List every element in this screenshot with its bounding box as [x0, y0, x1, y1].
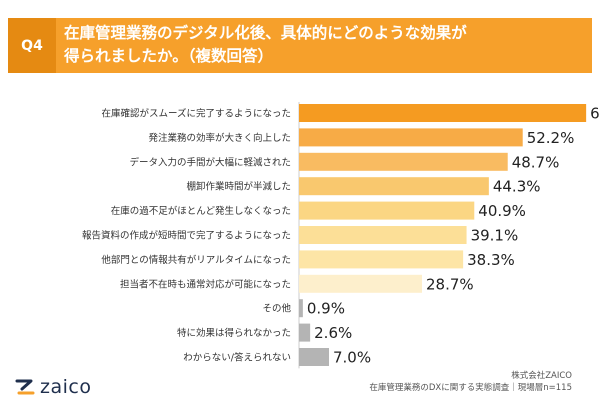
bar-2	[299, 152, 508, 171]
category-label-9: 特に効果は得られなかった	[177, 327, 291, 339]
source-company: 株式会社ZAICO	[511, 371, 572, 381]
logo-text: zaico	[40, 376, 92, 398]
bar-4	[299, 201, 475, 220]
value-label-6: 38.3%	[467, 251, 515, 269]
bar-7	[299, 274, 422, 293]
bar-3	[299, 177, 489, 196]
category-label-10: わからない/答えられない	[183, 352, 291, 364]
bar-1	[299, 128, 523, 147]
header-bar	[8, 18, 592, 73]
title-line-2: 得られましたか。（複数回答）	[64, 47, 273, 65]
category-label-6: 他部門との情報共有がリアルタイムになった	[101, 254, 291, 266]
category-label-1: 発注業務の効率が大きく向上した	[148, 132, 291, 144]
bar-10	[299, 348, 329, 366]
category-label-2: データ入力の手間が大幅に軽減された	[129, 156, 291, 168]
page-title: 在庫管理業務のデジタル化後、具体的にどのような効果が 得られましたか。（複数回答…	[64, 22, 504, 68]
bar-5	[299, 226, 467, 244]
category-label-8: その他	[262, 303, 291, 315]
category-label-0: 在庫確認がスムーズに完了するようになった	[101, 108, 291, 120]
value-label-3: 44.3%	[493, 178, 541, 196]
value-label-9: 2.6%	[314, 324, 352, 342]
value-label-5: 39.1%	[471, 227, 519, 245]
bar-6	[299, 250, 464, 269]
source-survey: 在庫管理業務のDXに関する実態調査｜現場層n=115	[369, 383, 572, 393]
bar-8	[299, 299, 303, 318]
bar-9	[299, 323, 311, 342]
source-note: 株式会社ZAICO 在庫管理業務のDXに関する実態調査｜現場層n=115	[369, 370, 572, 394]
value-label-7: 28.7%	[426, 275, 474, 293]
value-label-4: 40.9%	[478, 202, 526, 220]
category-label-3: 棚卸作業時間が半減した	[186, 181, 291, 193]
bar-0	[299, 104, 587, 122]
zaico-logo: zaico	[14, 376, 91, 398]
title-line-1: 在庫管理業務のデジタル化後、具体的にどのような効果が	[64, 24, 467, 42]
value-label-2: 48.7%	[512, 153, 560, 171]
value-label-1: 52.2%	[527, 129, 575, 147]
value-label-10: 7.0%	[333, 349, 371, 367]
category-label-4: 在庫の過不足がほとんど発生しなくなった	[111, 205, 291, 217]
question-id: Q4	[8, 18, 56, 73]
value-label-0: 67.0%	[590, 105, 600, 123]
category-label-7: 担当者不在時も通常対応が可能になった	[120, 278, 291, 290]
value-label-8: 0.9%	[307, 300, 345, 318]
category-label-5: 報告資料の作成が短時間で完了するようになった	[82, 230, 291, 242]
zaico-logo-icon	[15, 379, 35, 395]
